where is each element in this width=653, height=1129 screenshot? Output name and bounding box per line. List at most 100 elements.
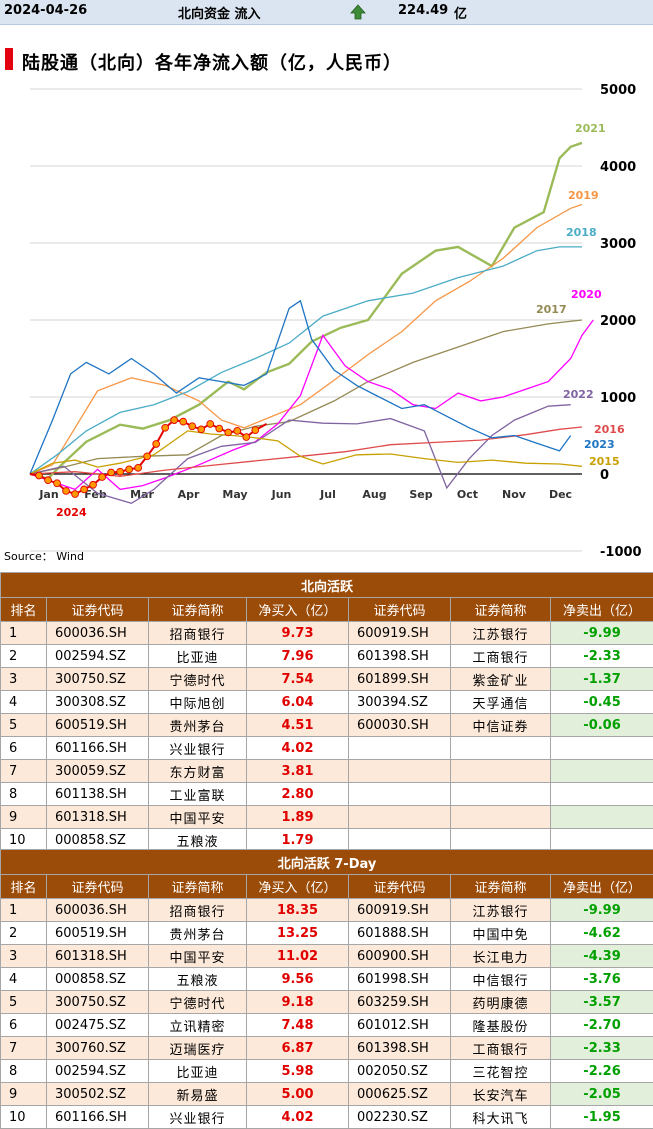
data-point-2024 — [45, 477, 52, 484]
sell-code-cell: 600030.SH — [349, 714, 451, 737]
source-note: Source： Wind — [4, 548, 84, 564]
series-line-2023 — [30, 301, 571, 474]
header-buy-code: 证券代码 — [47, 875, 149, 899]
series-line-2016 — [30, 427, 582, 476]
data-point-2024 — [234, 427, 241, 434]
sell-name-cell: 工商银行 — [451, 1037, 551, 1060]
buy-code-cell: 601166.SH — [47, 1106, 149, 1129]
header-sell-name: 证券简称 — [451, 875, 551, 899]
y-tick-label: 0 — [600, 468, 609, 483]
buy-name-cell: 宁德时代 — [149, 668, 247, 691]
top-status-bar: 2024-04-26 北向资金 流入 224.49 亿 — [0, 0, 653, 25]
header-rank: 排名 — [1, 598, 47, 622]
rank-cell: 1 — [1, 899, 47, 922]
buy-name-cell: 宁德时代 — [149, 991, 247, 1014]
series-label-2016: 2016 — [594, 423, 625, 436]
net-buy-value: 6.04 — [247, 691, 349, 714]
net-buy-value: 11.02 — [247, 945, 349, 968]
buy-name-cell: 比亚迪 — [149, 1060, 247, 1083]
header-rank: 排名 — [1, 875, 47, 899]
x-tick-label: Mar — [130, 488, 154, 501]
net-sell-value: -3.76 — [551, 968, 653, 991]
net-sell-value: -2.70 — [551, 1014, 653, 1037]
sell-code-cell: 601012.SH — [349, 1014, 451, 1037]
sell-code-cell: 000625.SZ — [349, 1083, 451, 1106]
net-sell-value: -4.39 — [551, 945, 653, 968]
buy-code-cell: 000858.SZ — [47, 968, 149, 991]
net-sell-value — [551, 806, 653, 829]
series-label-2021: 2021 — [575, 122, 606, 135]
series-label-2022: 2022 — [563, 388, 594, 401]
net-buy-value: 6.87 — [247, 1037, 349, 1060]
data-point-2024 — [225, 429, 232, 436]
buy-code-cell: 600036.SH — [47, 899, 149, 922]
net-buy-value: 5.00 — [247, 1083, 349, 1106]
sell-code-cell: 601888.SH — [349, 922, 451, 945]
sell-name-cell: 中信银行 — [451, 968, 551, 991]
sell-name-cell: 工商银行 — [451, 645, 551, 668]
rank-cell: 3 — [1, 945, 47, 968]
buy-name-cell: 五粮液 — [149, 968, 247, 991]
y-tick-label: 2000 — [600, 314, 636, 329]
net-buy-value: 9.18 — [247, 991, 349, 1014]
header-sell-code: 证券代码 — [349, 875, 451, 899]
sell-code-cell: 601398.SH — [349, 645, 451, 668]
sell-code-cell — [349, 760, 451, 783]
table-header-row: 排名 证券代码 证券简称 净买入（亿） 证券代码 证券简称 净卖出（亿） — [1, 875, 653, 899]
buy-code-cell: 300760.SZ — [47, 1037, 149, 1060]
buy-code-cell: 601318.SH — [47, 945, 149, 968]
net-sell-value: -9.99 — [551, 622, 653, 645]
series-line-2021 — [30, 143, 582, 479]
sell-name-cell: 江苏银行 — [451, 899, 551, 922]
net-sell-value — [551, 783, 653, 806]
series-label-2017: 2017 — [536, 303, 567, 316]
sell-name-cell: 中信证券 — [451, 714, 551, 737]
series-label-2018: 2018 — [566, 226, 597, 239]
sell-code-cell: 601899.SH — [349, 668, 451, 691]
flow-unit: 亿 — [454, 3, 467, 22]
data-point-2024 — [171, 417, 178, 424]
net-buy-value: 18.35 — [247, 899, 349, 922]
x-tick-label: Sep — [409, 488, 432, 501]
buy-name-cell: 招商银行 — [149, 622, 247, 645]
header-net-sell: 净卖出（亿） — [551, 875, 653, 899]
net-buy-value: 7.48 — [247, 1014, 349, 1037]
buy-code-cell: 601166.SH — [47, 737, 149, 760]
data-point-2024 — [63, 488, 70, 495]
buy-name-cell: 招商银行 — [149, 899, 247, 922]
net-buy-value: 4.02 — [247, 1106, 349, 1129]
data-point-2024 — [81, 486, 88, 493]
sell-name-cell: 科大讯飞 — [451, 1106, 551, 1129]
data-point-2024 — [54, 480, 61, 487]
y-tick-label: -1000 — [600, 545, 642, 560]
buy-code-cell: 601318.SH — [47, 806, 149, 829]
rank-cell: 2 — [1, 645, 47, 668]
sell-code-cell: 002050.SZ — [349, 1060, 451, 1083]
rank-cell: 6 — [1, 737, 47, 760]
buy-code-cell: 002594.SZ — [47, 645, 149, 668]
buy-code-cell: 300502.SZ — [47, 1083, 149, 1106]
x-tick-label: Nov — [502, 488, 527, 501]
buy-name-cell: 兴业银行 — [149, 1106, 247, 1129]
x-tick-label: Aug — [362, 488, 386, 501]
date-label: 2024-04-26 — [4, 3, 87, 18]
net-sell-value: -2.05 — [551, 1083, 653, 1106]
net-buy-value: 7.54 — [247, 668, 349, 691]
sell-code-cell: 600919.SH — [349, 622, 451, 645]
net-buy-value: 13.25 — [247, 922, 349, 945]
x-tick-label: Jul — [319, 488, 336, 501]
buy-code-cell: 300750.SZ — [47, 668, 149, 691]
data-point-2024 — [99, 474, 106, 481]
table-title: 北向活跃 7-Day — [1, 850, 653, 875]
net-sell-value: -2.33 — [551, 1037, 653, 1060]
